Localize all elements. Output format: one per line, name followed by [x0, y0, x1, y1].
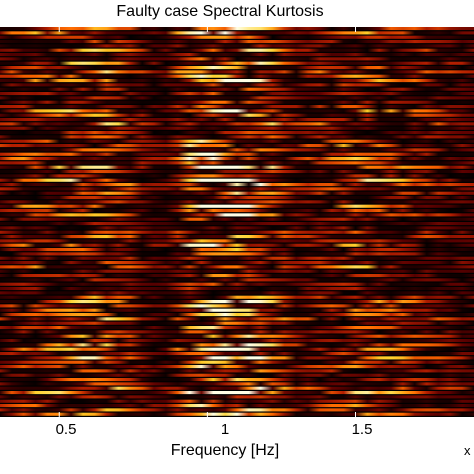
heatmap-row	[0, 217, 474, 221]
heatmap-row	[0, 170, 474, 174]
heatmap-row	[0, 118, 474, 122]
heatmap-row	[0, 343, 474, 347]
heatmap-row	[0, 274, 474, 278]
heatmap-row	[0, 109, 474, 113]
heatmap-row	[0, 412, 474, 416]
heatmap-row	[0, 113, 474, 117]
heatmap-row	[0, 313, 474, 317]
heatmap-row	[0, 326, 474, 330]
heatmap-row	[0, 83, 474, 87]
heatmap-row	[0, 248, 474, 252]
heatmap-row	[0, 395, 474, 399]
heatmap-row	[0, 35, 474, 39]
heatmap-row	[0, 135, 474, 139]
heatmap-row	[0, 48, 474, 52]
heatmap-row	[0, 92, 474, 96]
heatmap-row	[0, 347, 474, 351]
heatmap-row	[0, 157, 474, 161]
heatmap-row	[0, 187, 474, 191]
heatmap-row	[0, 373, 474, 377]
heatmap-row	[0, 321, 474, 325]
heatmap-row	[0, 148, 474, 152]
heatmap-row	[0, 87, 474, 91]
heatmap-row	[0, 70, 474, 74]
heatmap-row	[0, 369, 474, 373]
heatmap-row	[0, 209, 474, 213]
heatmap-row	[0, 278, 474, 282]
heatmap-row	[0, 183, 474, 187]
heatmap-row	[0, 382, 474, 386]
heatmap-row	[0, 235, 474, 239]
heatmap-row	[0, 300, 474, 304]
x-axis-label: Frequency [Hz]	[170, 442, 280, 459]
corner-mark: x	[464, 446, 471, 458]
x-tick-label-0-5: 0.5	[55, 421, 77, 438]
heatmap-row	[0, 261, 474, 265]
heatmap-row	[0, 200, 474, 204]
heatmap-row	[0, 317, 474, 321]
heatmap-row	[0, 139, 474, 143]
heatmap-row	[0, 144, 474, 148]
heatmap-row	[0, 152, 474, 156]
heatmap-row	[0, 265, 474, 269]
heatmap-row	[0, 295, 474, 299]
heatmap-row	[0, 287, 474, 291]
heatmap-row	[0, 304, 474, 308]
heatmap-row	[0, 408, 474, 412]
heatmap-row	[0, 239, 474, 243]
heatmap-svg	[0, 27, 474, 417]
x-tick-label-1-5: 1.5	[351, 421, 373, 438]
chart-title: Faulty case Spectral Kurtosis	[116, 3, 324, 20]
heatmap-row	[0, 352, 474, 356]
heatmap-row	[0, 399, 474, 403]
heatmap-row	[0, 196, 474, 200]
heatmap-row	[0, 96, 474, 100]
heatmap-row	[0, 330, 474, 334]
heatmap-row	[0, 66, 474, 70]
heatmap-row	[0, 386, 474, 390]
heatmap-row	[0, 213, 474, 217]
heatmap-row	[0, 404, 474, 408]
heatmap-row	[0, 269, 474, 273]
heatmap-row	[0, 243, 474, 247]
heatmap-row	[0, 100, 474, 104]
heatmap-row	[0, 74, 474, 78]
heatmap-row	[0, 79, 474, 83]
heatmap-row	[0, 105, 474, 109]
heatmap-row	[0, 252, 474, 256]
heatmap-row	[0, 356, 474, 360]
heatmap-row	[0, 161, 474, 165]
heatmap-row	[0, 339, 474, 343]
heatmap-row	[0, 131, 474, 135]
heatmap-row	[0, 334, 474, 338]
heatmap-row	[0, 282, 474, 286]
heatmap-row	[0, 178, 474, 182]
heatmap-row	[0, 204, 474, 208]
heatmap-row	[0, 53, 474, 57]
heatmap-row	[0, 308, 474, 312]
heatmap-row	[0, 360, 474, 364]
heatmap-row	[0, 122, 474, 126]
heatmap-row	[0, 365, 474, 369]
heatmap-row	[0, 222, 474, 226]
heatmap-row	[0, 174, 474, 178]
heatmap-row	[0, 226, 474, 230]
heatmap-row	[0, 61, 474, 65]
heatmap-row	[0, 230, 474, 234]
heatmap-row	[0, 391, 474, 395]
heatmap-row	[0, 40, 474, 44]
heatmap-row	[0, 291, 474, 295]
x-tick-label-1: 1	[220, 421, 230, 438]
heatmap-row	[0, 27, 474, 31]
heatmap-row	[0, 256, 474, 260]
heatmap-row	[0, 31, 474, 35]
heatmap-row	[0, 191, 474, 195]
heatmap-row	[0, 126, 474, 130]
heatmap-row	[0, 165, 474, 169]
heatmap-row	[0, 378, 474, 382]
heatmap-plot	[0, 27, 474, 417]
heatmap-row	[0, 57, 474, 61]
heatmap-row	[0, 44, 474, 48]
